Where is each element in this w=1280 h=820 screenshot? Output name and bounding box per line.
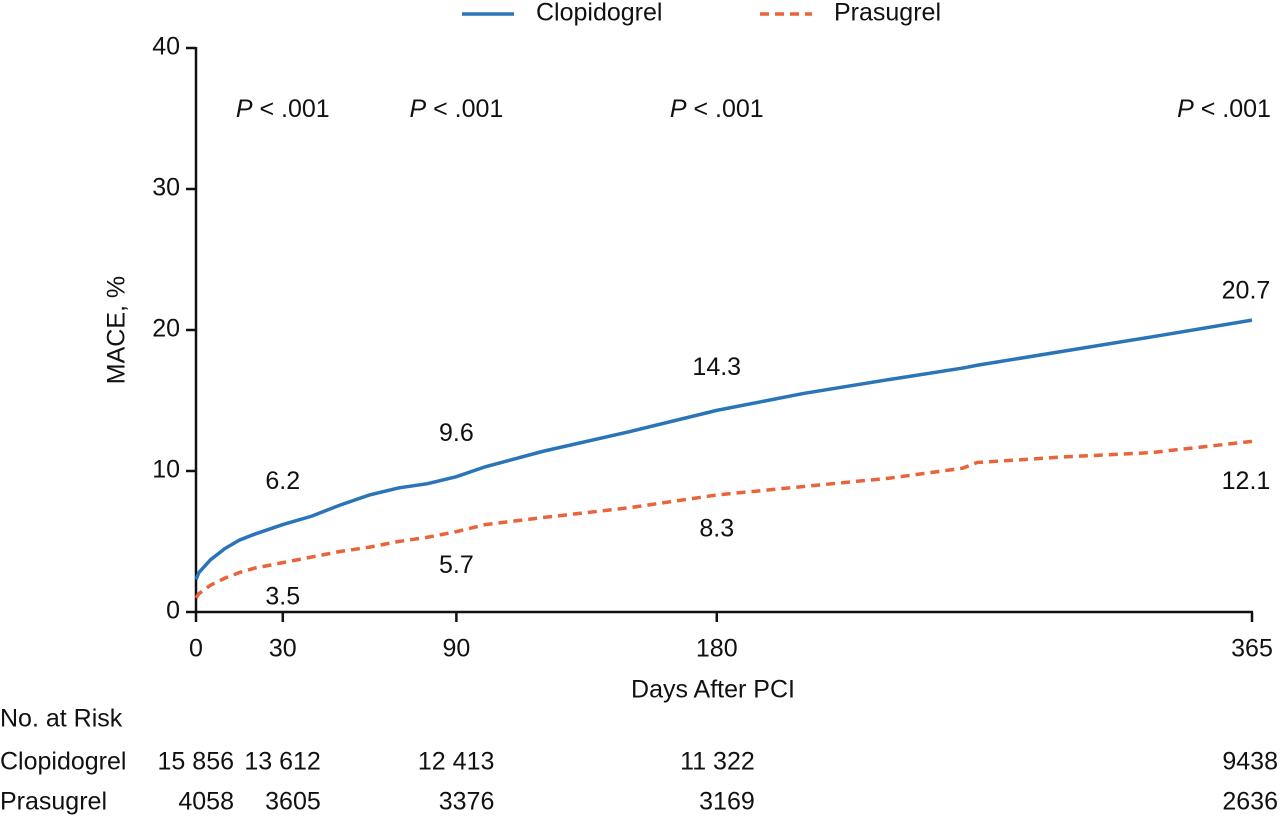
y-tick-label: 40 [152,33,180,61]
risk-table-title: No. at Risk [0,705,123,733]
x-tick-label: 365 [1231,635,1273,663]
x-axis-label: Days After PCI [631,676,795,704]
legend-label: Clopidogrel [536,0,662,27]
p-value: P < .001 [236,95,330,123]
value-label: 5.7 [439,551,474,579]
risk-value: 12 413 [418,748,494,776]
risk-row-name: Clopidogrel [0,748,126,776]
risk-value: 11 322 [680,748,755,776]
value-label: 8.3 [699,515,734,543]
risk-value: 15 856 [158,748,234,776]
y-tick-label: 0 [166,597,180,625]
risk-row-name: Prasugrel [0,788,107,816]
risk-value: 13 612 [244,748,320,776]
series-line [194,318,1253,581]
x-tick-label: 180 [696,635,738,663]
p-value: P < .001 [670,95,764,123]
risk-value: 2636 [1222,788,1278,816]
series-line [194,439,1253,599]
y-axis-label: MACE, % [103,276,131,384]
value-label: 12.1 [1222,467,1271,495]
x-tick-label: 30 [269,635,297,663]
x-tick-label: 0 [189,635,203,663]
value-label: 9.6 [439,419,474,447]
risk-value: 3169 [699,788,755,816]
x-tick-label: 90 [442,635,470,663]
p-value: P < .001 [409,95,503,123]
y-tick-label: 20 [152,315,180,343]
p-value: P < .001 [1177,95,1271,123]
risk-value: 4058 [178,788,234,816]
risk-value: 3605 [265,788,321,816]
value-label: 14.3 [692,353,741,381]
y-tick-label: 30 [152,174,180,202]
value-label: 20.7 [1222,277,1271,305]
risk-value: 3376 [439,788,495,816]
value-label: 6.2 [265,467,300,495]
value-label: 3.5 [265,582,300,610]
legend-label: Prasugrel [834,0,941,27]
y-tick-label: 10 [152,456,180,484]
risk-value: 9438 [1222,748,1278,776]
